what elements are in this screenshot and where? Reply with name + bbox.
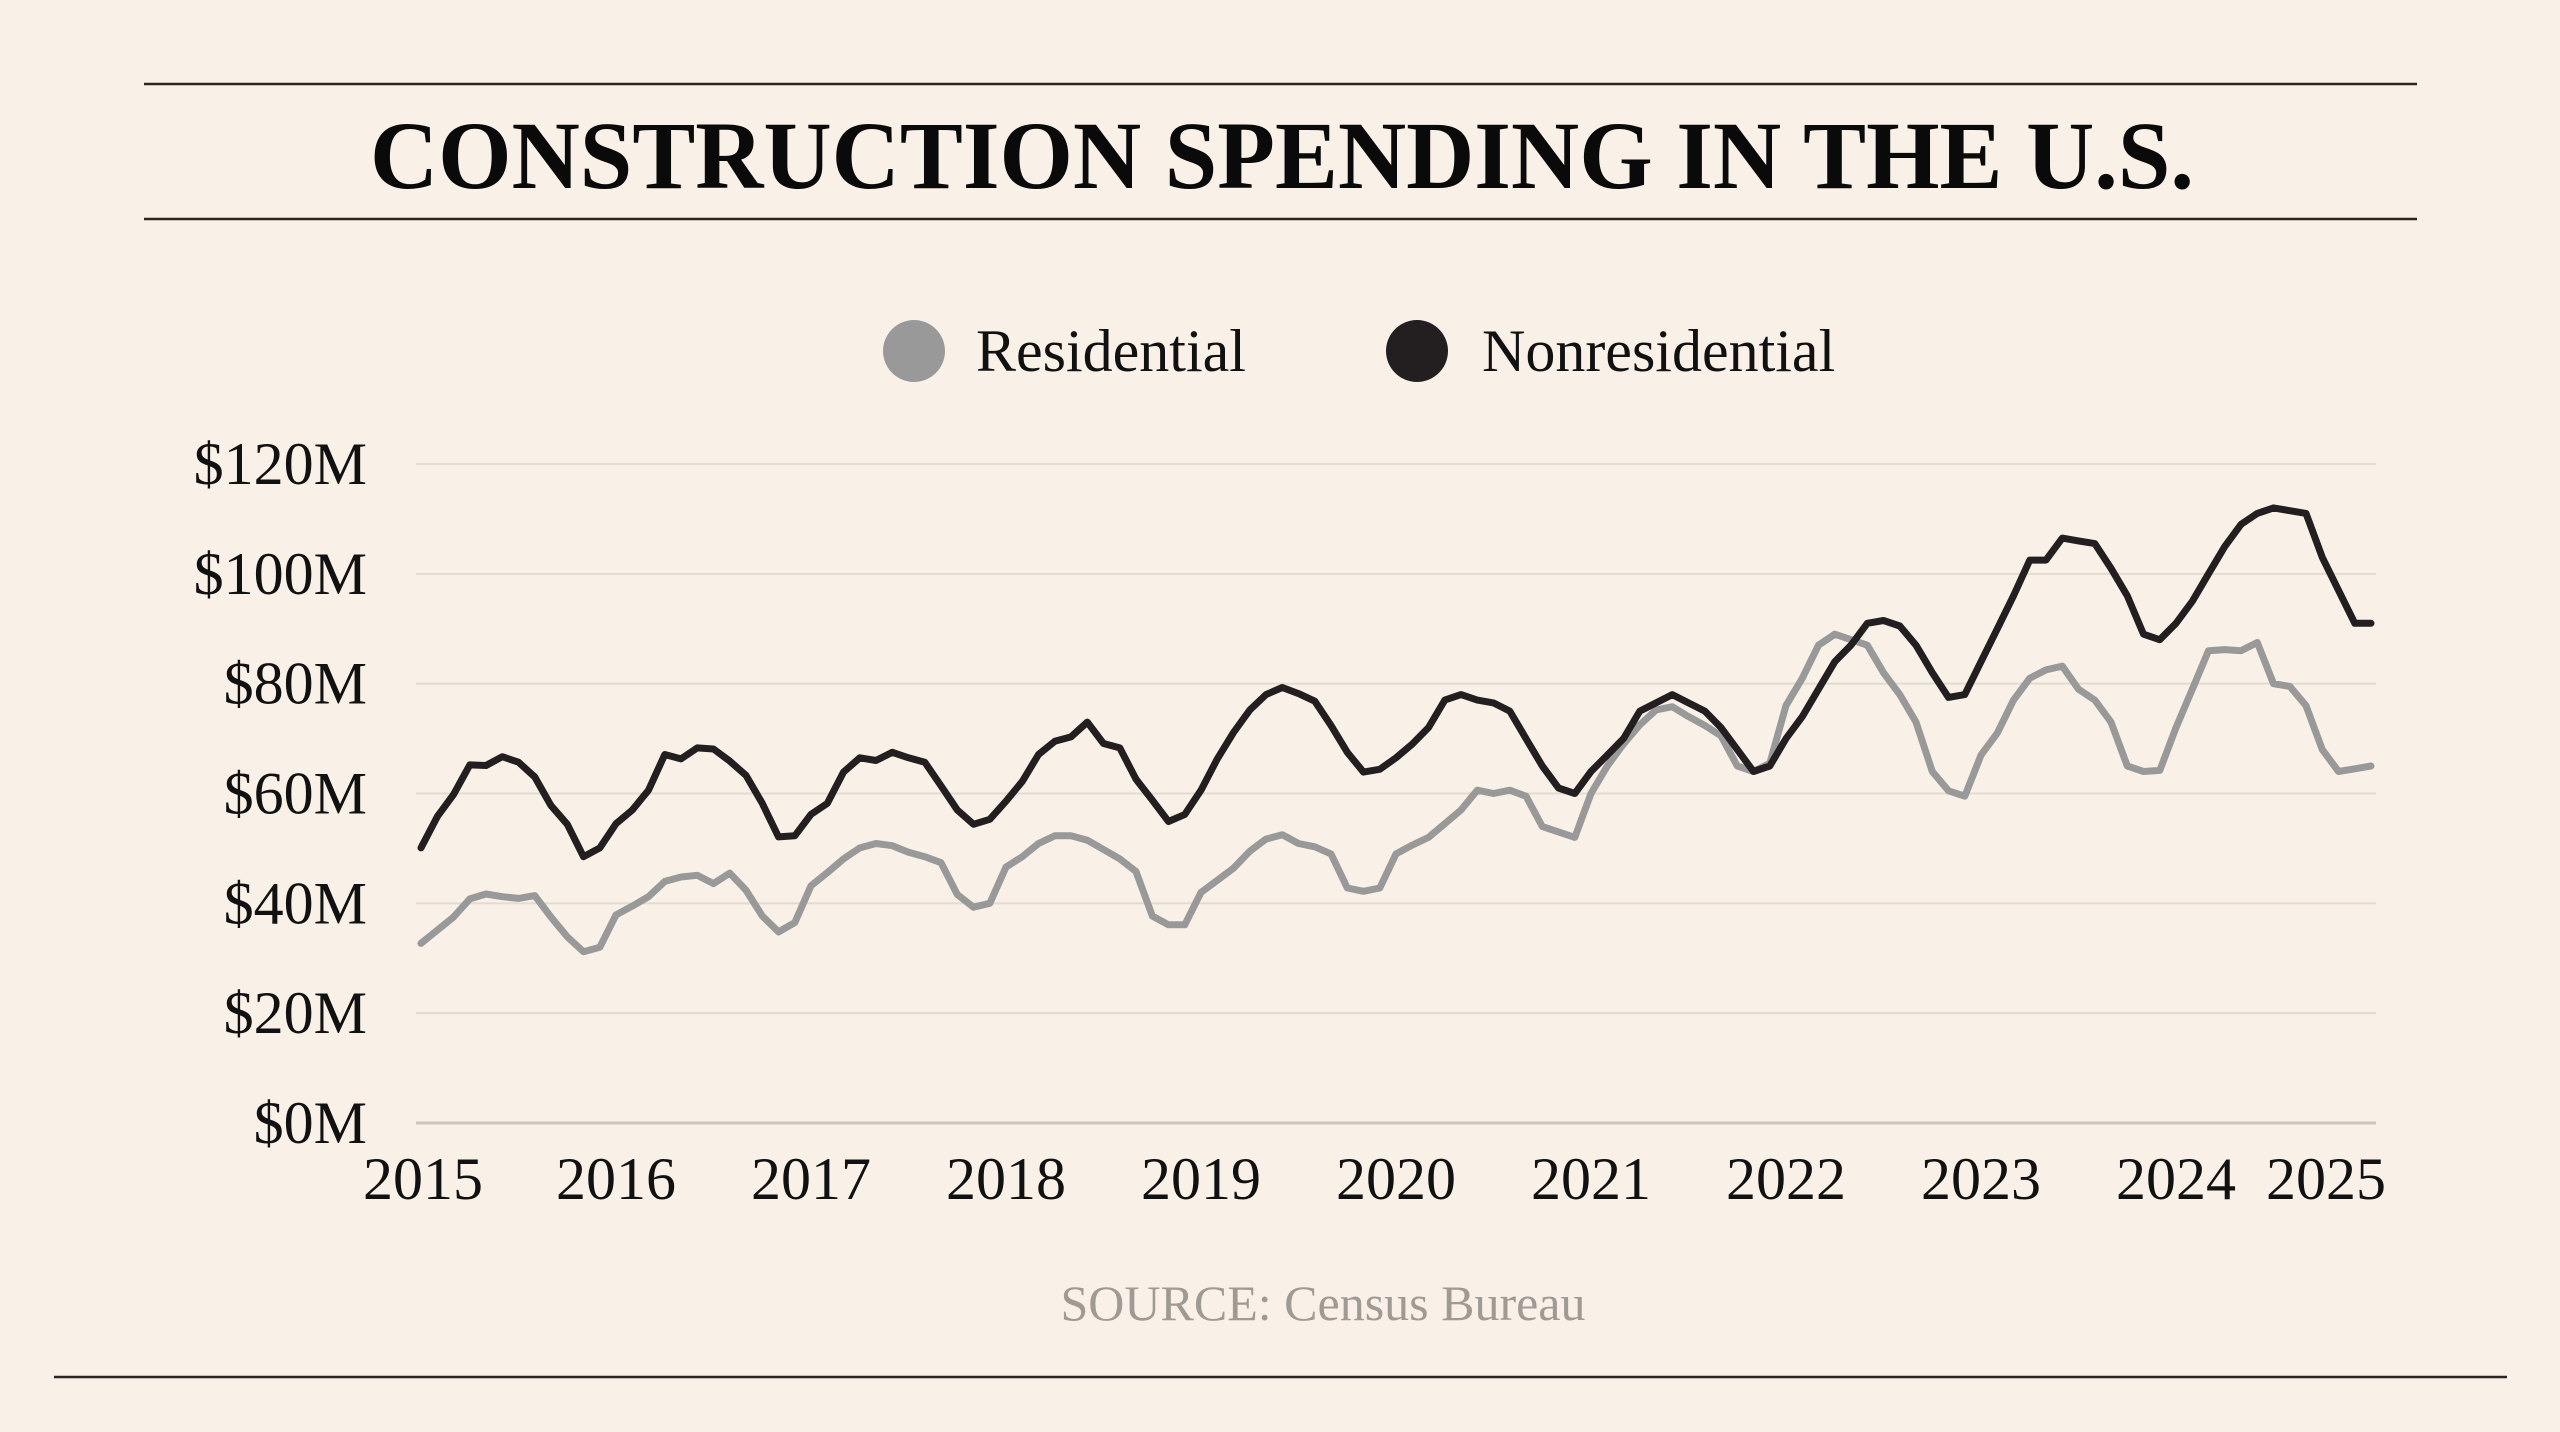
x-tick-label: 2015 bbox=[363, 1146, 483, 1212]
x-tick-label: 2023 bbox=[1921, 1146, 2041, 1212]
x-tick-label: 2016 bbox=[556, 1146, 676, 1212]
y-tick-label: $80M bbox=[224, 651, 367, 717]
series-lines bbox=[417, 504, 2375, 956]
x-tick-label: 2024 bbox=[2116, 1146, 2236, 1212]
x-tick-label: 2022 bbox=[1726, 1146, 1846, 1212]
legend-item-nonresidential: Nonresidential bbox=[1386, 318, 1835, 384]
x-axis-labels: 2015 2016 2017 2018 2019 2020 2021 2022 2023 2024… bbox=[363, 1146, 2386, 1212]
x-tick-label: 2017 bbox=[751, 1146, 871, 1212]
source-note: SOURCE: Census Bureau bbox=[1061, 1275, 1586, 1331]
y-tick-label: $120M bbox=[194, 431, 367, 497]
legend-label-nonresidential: Nonresidential bbox=[1482, 318, 1835, 384]
series-line-nonresidential bbox=[417, 504, 2375, 861]
legend-swatch-residential bbox=[883, 320, 945, 382]
x-tick-label: 2025 bbox=[2266, 1146, 2386, 1212]
chart-title: CONSTRUCTION SPENDING IN THE U.S. bbox=[370, 102, 2194, 209]
legend-swatch-nonresidential bbox=[1386, 320, 1448, 382]
y-tick-label: $60M bbox=[224, 761, 367, 827]
gridlines bbox=[416, 463, 2376, 1125]
x-tick-label: 2021 bbox=[1531, 1146, 1651, 1212]
y-tick-label: $40M bbox=[224, 870, 367, 936]
x-tick-label: 2018 bbox=[946, 1146, 1066, 1212]
x-tick-label: 2019 bbox=[1141, 1146, 1261, 1212]
y-tick-label: $0M bbox=[254, 1090, 367, 1156]
legend-item-residential: Residential bbox=[883, 318, 1246, 384]
series-line-residential bbox=[417, 630, 2375, 956]
y-axis-labels: $0M $20M $40M $60M $80M $100M $120M bbox=[194, 431, 367, 1156]
y-tick-label: $100M bbox=[194, 541, 367, 607]
legend-label-residential: Residential bbox=[976, 318, 1246, 384]
x-tick-label: 2020 bbox=[1336, 1146, 1456, 1212]
legend: Residential Nonresidential bbox=[883, 318, 1835, 384]
y-tick-label: $20M bbox=[224, 980, 367, 1046]
